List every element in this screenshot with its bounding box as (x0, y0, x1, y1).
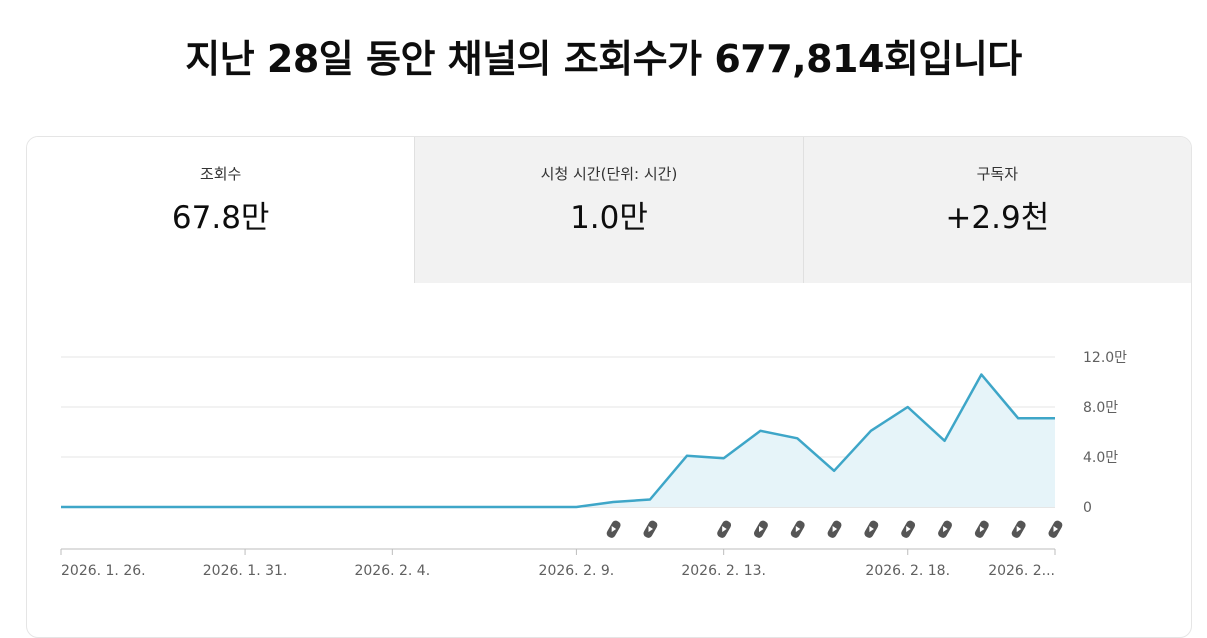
tab-watch-time-label: 시청 시간(단위: 시간) (540, 165, 678, 183)
shorts-icon (974, 520, 989, 538)
shorts-icon (717, 520, 732, 538)
shorts-icon (1011, 520, 1026, 538)
shorts-icon (938, 520, 952, 538)
tab-subscribers[interactable]: 구독자 +2.9천 (802, 137, 1191, 283)
analytics-card: 조회수 67.8만 시청 시간(단위: 시간) 1.0만 구독자 +2.9천 0… (26, 136, 1192, 638)
data-point (464, 505, 468, 509)
data-point (280, 505, 284, 509)
x-tick-label: 2026. 1. 26. (61, 563, 146, 579)
x-tick-label: 2026. 2... (988, 563, 1055, 579)
y-tick-label: 4.0만 (1083, 450, 1118, 466)
shorts-icon (901, 520, 916, 538)
shorts-icon (643, 520, 658, 538)
shorts-icon (790, 520, 805, 538)
data-point (501, 505, 505, 509)
x-tick-label: 2026. 2. 13. (681, 563, 766, 579)
data-point (538, 505, 542, 509)
tab-views[interactable]: 조회수 67.8만 (27, 137, 415, 283)
area-fill (61, 374, 1055, 507)
data-point (943, 439, 947, 443)
data-point (59, 505, 63, 509)
data-point (133, 505, 137, 509)
data-point (317, 505, 321, 509)
tab-watch-time[interactable]: 시청 시간(단위: 시간) 1.0만 (414, 137, 803, 283)
shorts-icon (1048, 520, 1063, 538)
tab-views-label: 조회수 (199, 165, 242, 183)
x-tick-label: 2026. 2. 4. (354, 563, 430, 579)
chart-container: 0 4.0만 8.0만 12.0만 2026. 1. 26. 2026. 1. 31. 20… (27, 283, 1191, 637)
series-line (61, 373, 1055, 509)
data-point (832, 469, 836, 473)
data-point (906, 405, 910, 409)
data-point (243, 505, 247, 509)
page-title: 지난 28일 동안 채널의 조회수가 677,814회입니다 (185, 37, 1022, 81)
data-point (648, 498, 652, 502)
y-tick-label: 0 (1083, 500, 1092, 516)
shorts-icon (864, 520, 879, 538)
data-point (722, 456, 726, 460)
x-tick-label: 2026. 1. 31. (203, 563, 288, 579)
shorts-icon (827, 520, 842, 538)
data-point (169, 505, 173, 509)
data-point (979, 373, 983, 377)
data-point (795, 436, 799, 440)
shorts-icon (754, 520, 768, 538)
data-point (390, 505, 394, 509)
x-tick-label: 2026. 2. 18. (865, 563, 950, 579)
metric-tabs: 조회수 67.8만 시청 시간(단위: 시간) 1.0만 구독자 +2.9천 (27, 137, 1191, 283)
y-tick-label: 12.0만 (1083, 350, 1127, 366)
data-point (1016, 416, 1020, 420)
shorts-icon (606, 520, 621, 538)
data-point (427, 505, 431, 509)
data-point (758, 429, 762, 433)
tab-watch-time-value: 1.0만 (570, 200, 648, 236)
data-point (574, 505, 578, 509)
y-tick-label: 8.0만 (1083, 400, 1118, 416)
data-point (354, 505, 358, 509)
data-point (611, 500, 615, 504)
tab-views-value: 67.8만 (171, 200, 270, 236)
data-point (685, 454, 689, 458)
data-point (206, 505, 210, 509)
views-line-chart[interactable]: 0 4.0만 8.0만 12.0만 2026. 1. 26. 2026. 1. 31. 20… (27, 283, 1191, 637)
data-point (869, 429, 873, 433)
tab-subscribers-label: 구독자 (976, 165, 1019, 183)
tab-subscribers-value: +2.9천 (945, 200, 1050, 236)
data-point (1053, 416, 1057, 420)
x-tick-label: 2026. 2. 9. (539, 563, 615, 579)
data-point (96, 505, 100, 509)
